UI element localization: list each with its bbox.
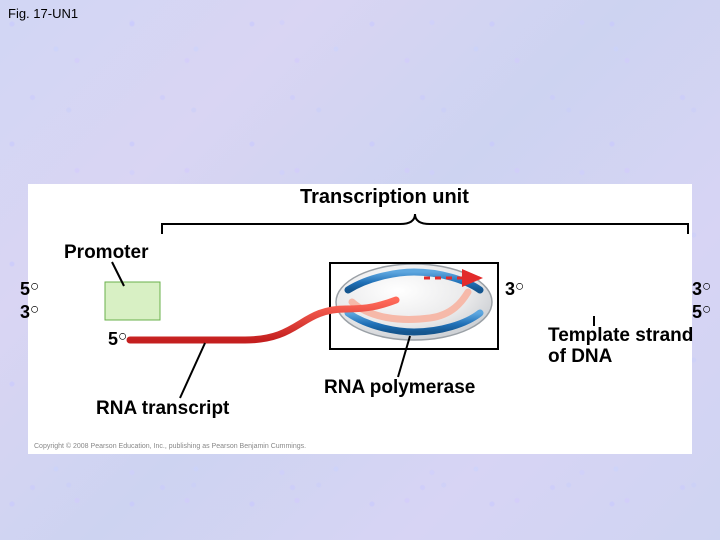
rna-5-prime: 5○: [108, 329, 127, 350]
prime-digit: 3: [505, 279, 515, 299]
figure-number-label: Fig. 17-UN1: [8, 6, 78, 21]
transcription-unit-label: Transcription unit: [300, 186, 469, 209]
prime-digit: 5: [692, 302, 702, 322]
template-strand-label: Template strand of DNA: [548, 326, 703, 368]
rna-transcript-label: RNA transcript: [96, 398, 229, 420]
prime-digit: 5: [20, 279, 30, 299]
left-3-prime: 3○: [20, 302, 39, 323]
prime-digit: 3: [20, 302, 30, 322]
right-3-prime: 3○: [692, 279, 711, 300]
rna-polymerase-label: RNA polymerase: [324, 377, 475, 399]
bubble-3-prime: 3○: [505, 279, 524, 300]
left-5-prime: 5○: [20, 279, 39, 300]
prime-digit: 5: [108, 329, 118, 349]
copyright-text: Copyright © 2008 Pearson Education, Inc.…: [34, 443, 306, 450]
prime-digit: 3: [692, 279, 702, 299]
right-5-prime: 5○: [692, 302, 711, 323]
promoter-label: Promoter: [64, 242, 148, 264]
